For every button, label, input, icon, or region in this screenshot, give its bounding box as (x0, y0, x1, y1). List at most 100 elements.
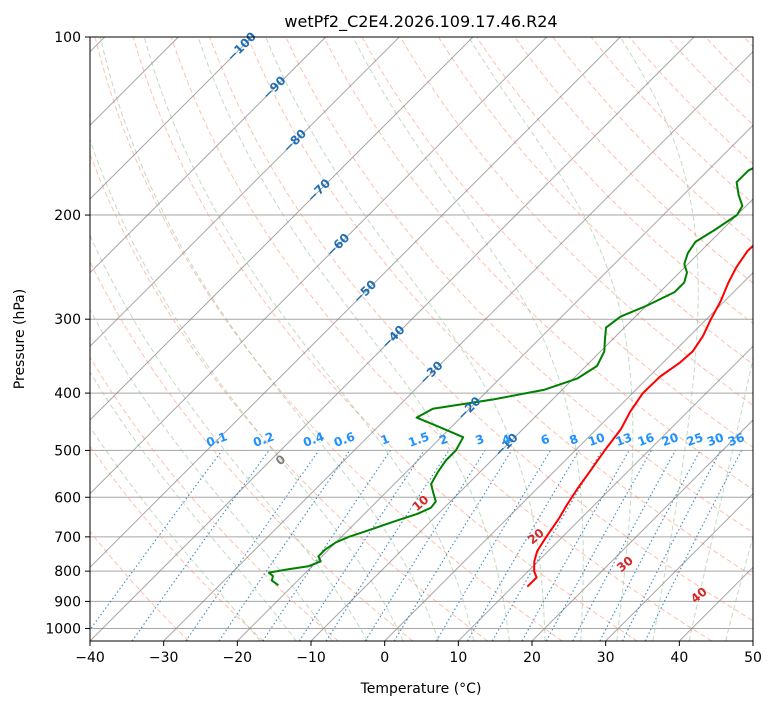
dry-adiabat-line (437, 37, 753, 365)
x-tick-label: −40 (75, 650, 105, 666)
mixing-ratio-line (491, 450, 603, 641)
moist-adiabat-line (197, 37, 510, 641)
dry-adiabat-line (323, 37, 753, 491)
plot-background (90, 37, 753, 641)
isotherm-line (236, 124, 753, 641)
dry-adiabat-line (90, 356, 339, 641)
mixing-ratio-label: 1.5 (406, 429, 431, 449)
moist-adiabat-line (265, 37, 546, 641)
mixing-ratio-label: 10 (586, 430, 606, 449)
y-axis-ticks: 100 200 300 400 500 600 700 800 900 1000 (45, 30, 90, 637)
chart-title: wetPf2_C2E4.2026.109.17.46.R24 (284, 12, 557, 32)
dry-adiabat-line (247, 37, 753, 577)
mixing-ratio-label: 25 (685, 430, 705, 449)
dry-adiabat-line (285, 37, 753, 534)
x-tick-label: 10 (449, 650, 467, 666)
y-tick-label: 700 (54, 530, 81, 546)
mixing-ratio-line (521, 450, 630, 641)
mixing-ratio-label: 0.1 (204, 429, 229, 449)
x-tick-label: −20 (223, 650, 253, 666)
isotherm-line (531, 419, 753, 641)
moist-adiabat-line (143, 37, 475, 641)
x-tick-label: 40 (670, 650, 688, 666)
x-axis-title: Temperature (°C) (360, 681, 482, 697)
dry-adiabat-line (590, 37, 753, 205)
sounding-profiles (267, 167, 753, 588)
mixing-ratio-label: 0.4 (301, 429, 326, 449)
isotherms (90, 37, 753, 641)
mixing-ratio-line (90, 450, 223, 631)
mixing-ratio-label: 0.2 (251, 429, 276, 449)
dry-adiabat-line (209, 37, 753, 622)
x-tick-label: 20 (523, 650, 541, 666)
plot-frame (89, 36, 754, 642)
y-tick-label: 200 (54, 208, 81, 224)
dry-adiabat-line (90, 260, 414, 641)
dry-adiabat-line (170, 37, 712, 641)
isotherm-line (90, 37, 548, 495)
isotherm-line (605, 492, 753, 641)
mixing-ratio-line (545, 450, 652, 641)
dry-adiabats (90, 37, 753, 641)
isotherm-line (90, 37, 621, 569)
x-tick-label: 50 (744, 650, 762, 666)
mixing-ratio-line (325, 450, 450, 641)
y-tick-label: 100 (54, 30, 81, 46)
moist-adiabat-line (90, 426, 261, 641)
dry-adiabat-line (476, 37, 753, 325)
y-axis-title: Pressure (hPa) (12, 289, 28, 389)
y-tick-label: 500 (54, 443, 81, 459)
dry-adiabat-line (399, 37, 753, 406)
x-tick-label: 0 (380, 650, 389, 666)
x-tick-label: −10 (296, 650, 326, 666)
mixing-ratio-line (218, 450, 351, 641)
mixing-ratio-label: 36 (726, 430, 746, 449)
isotherm-line (457, 345, 753, 641)
mixing-ratio-lines (90, 450, 742, 641)
isotherm-line (384, 271, 753, 641)
dry-adiabat-line (132, 37, 638, 641)
mixing-ratio-label: 0.6 (332, 429, 357, 449)
isotherm-line (90, 37, 474, 421)
y-tick-label: 800 (54, 564, 81, 580)
dry-adiabat-line (94, 37, 563, 641)
y-tick-label: 400 (54, 386, 81, 402)
isotherm-line (90, 37, 327, 274)
y-tick-label: 900 (54, 594, 81, 610)
isotherm-line (163, 50, 753, 641)
isotherm-line (90, 37, 400, 348)
moist-adiabat-line (688, 355, 753, 641)
mixing-ratio-label: 13 (614, 430, 634, 449)
mixing-ratio-label: 20 (660, 430, 680, 449)
y-tick-label: 600 (54, 490, 81, 506)
x-axis-ticks: −40 −30 −20 −10 0 10 20 30 40 50 (75, 641, 762, 666)
mixing-ratio-label: 30 (705, 430, 725, 449)
mixing-ratio-line (467, 450, 580, 641)
moist-adiabat-line (90, 308, 333, 641)
mixing-ratio-line (393, 450, 513, 641)
dry-adiabat-line (90, 530, 190, 641)
isotherm-line (90, 37, 253, 200)
mixing-ratio-line (572, 450, 676, 641)
moist-adiabat-line (99, 37, 439, 641)
moist-adiabat-line (90, 234, 369, 641)
moist-adiabat-line (725, 534, 753, 641)
dry-adiabat-line (90, 152, 488, 641)
isotherm-line (90, 37, 695, 641)
dewpoint-profile-line (267, 167, 753, 587)
isotherm-line (310, 198, 753, 641)
y-tick-label: 300 (54, 312, 81, 328)
dry-adiabat-line (552, 37, 753, 244)
temperature-profile-line (526, 244, 753, 588)
moist-adiabats (90, 37, 753, 641)
mixing-ratio-line (364, 450, 486, 641)
mixing-ratio-label: 16 (636, 430, 656, 449)
moist-adiabat-line (619, 37, 699, 641)
mixing-ratio-line (131, 450, 270, 641)
y-tick-label: 1000 (45, 621, 81, 637)
mixing-ratio-line (435, 450, 552, 641)
x-tick-label: 30 (597, 650, 615, 666)
moist-adiabat-line (90, 371, 297, 641)
x-tick-label: −30 (149, 650, 179, 666)
